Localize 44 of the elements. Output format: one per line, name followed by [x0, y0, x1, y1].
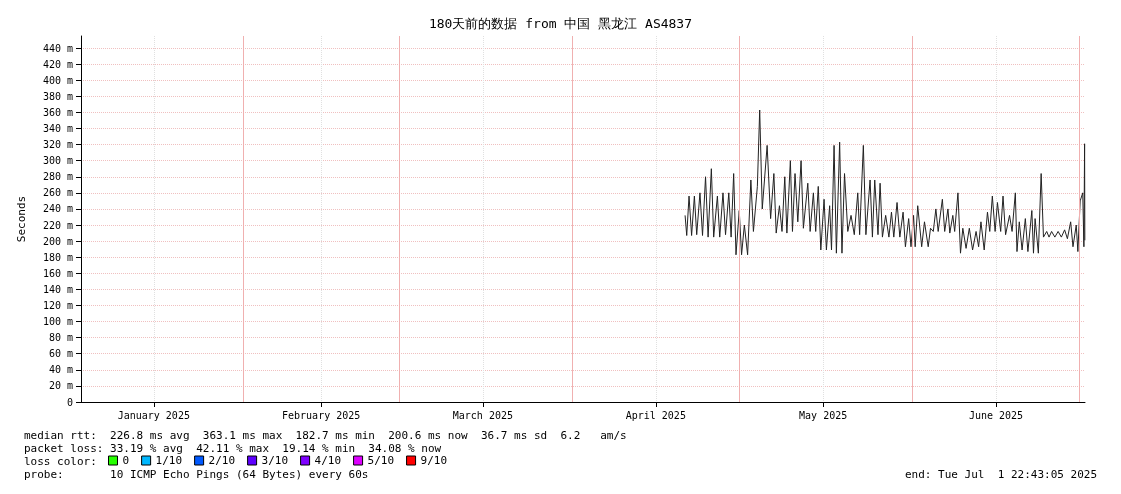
y-tick-label: 300 m: [42, 155, 73, 167]
x-tick-label: January 2025: [117, 409, 190, 421]
y-tick-label: 320 m: [42, 139, 73, 151]
y-tick-label: 0: [66, 396, 73, 408]
y-tick-label: 420 m: [42, 58, 73, 70]
y-tick-label: 400 m: [42, 74, 73, 86]
y-tick-label: 180 m: [42, 251, 73, 263]
y-tick-label: 280 m: [42, 171, 73, 183]
x-tick-label: February 2025: [282, 409, 361, 421]
legend-label: 3/10: [261, 454, 289, 467]
y-tick-label: 340 m: [42, 123, 73, 135]
y-tick-label: 20 m: [48, 380, 73, 392]
y-tick-label: 40 m: [48, 364, 73, 376]
chart-title: 180天前的数据 from 中国 黑龙江 AS4837: [428, 16, 693, 31]
x-tick-label: June 2025: [968, 409, 1024, 421]
y-tick-label: 220 m: [42, 219, 73, 231]
text: end: Tue Jul 1 22:43:05 2025: [904, 468, 1098, 481]
x-tick-label: May 2025: [799, 409, 848, 421]
y-tick-label: 80 m: [48, 332, 73, 344]
y-tick-label: 360 m: [42, 106, 73, 118]
y-tick-label: 200 m: [42, 235, 73, 247]
x-tick-label: April 2025: [625, 409, 686, 421]
y-tick-label: 380 m: [42, 90, 73, 102]
y-tick-label: 120 m: [42, 299, 73, 311]
legend-label: 2/10: [208, 454, 236, 467]
legend-title: loss color:: [24, 455, 97, 468]
x-tick-label: March 2025: [452, 409, 514, 421]
line-series: [684, 109, 1086, 256]
y-tick-label: 140 m: [42, 283, 73, 295]
y-tick-label: 160 m: [42, 267, 73, 279]
legend-label: 4/10: [314, 454, 342, 467]
y-axis-title: Seconds: [15, 195, 28, 243]
legend-label: 5/10: [367, 454, 395, 467]
text: median rtt: 226.8 ms avg 363.1 ms max 182.7 ms min 200.6 ms now 36.7 ms sd 6.2 am/s: [24, 429, 627, 442]
legend-label: 9/10: [420, 454, 448, 467]
y-tick-label: 60 m: [48, 348, 73, 360]
y-tick-label: 440 m: [42, 42, 73, 54]
y-tick-label: 100 m: [42, 316, 73, 328]
y-tick-label: 240 m: [42, 203, 73, 215]
legend-label: 0: [122, 454, 130, 467]
text: packet loss: 33.19 % avg 42.11 % max 19.14 % min 34.08 % now: [24, 442, 442, 455]
legend-label: 1/10: [155, 454, 183, 467]
y-tick-label: 260 m: [42, 187, 73, 199]
text: probe: 10 ICMP Echo Pings (64 Bytes) every 60s: [24, 468, 369, 481]
